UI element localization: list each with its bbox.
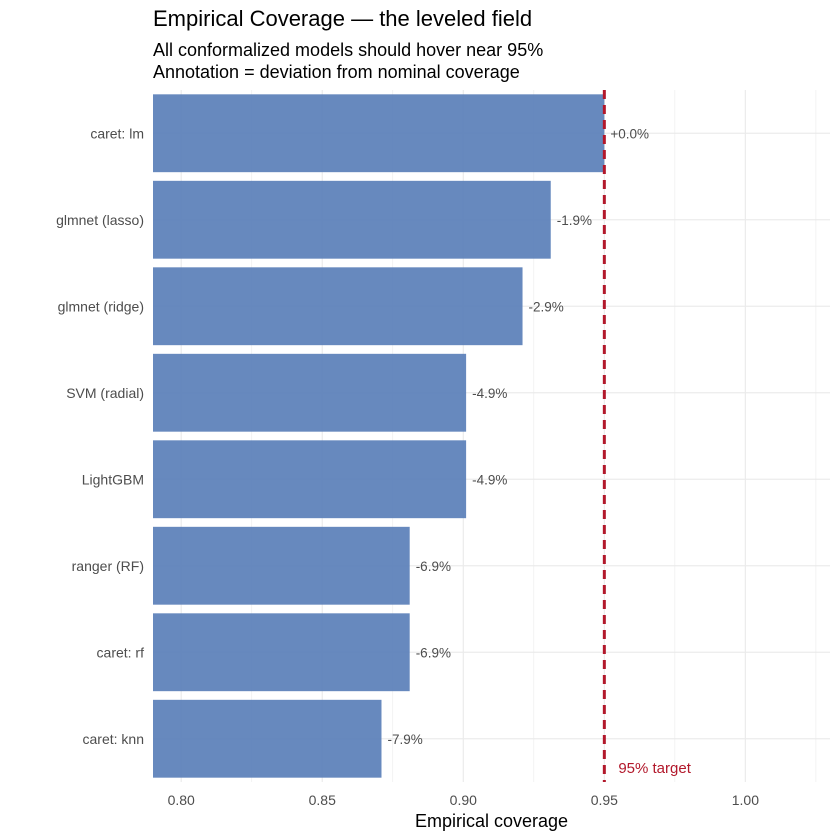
y-tick-label: ranger (RF): [72, 558, 144, 574]
chart-title: Empirical Coverage — the leveled field: [153, 6, 533, 31]
subtitle-line-2: Annotation = deviation from nominal cove…: [153, 62, 520, 82]
y-tick-label: caret: rf: [97, 644, 145, 660]
data-label: -7.9%: [387, 732, 422, 747]
bar: [153, 353, 467, 432]
data-label: -4.9%: [472, 386, 507, 401]
bar: [153, 267, 523, 346]
y-tick-label: glmnet (lasso): [56, 212, 144, 228]
y-tick-label: caret: knn: [83, 731, 144, 747]
x-tick-label: 0.85: [309, 792, 336, 808]
data-label: -6.9%: [416, 645, 451, 660]
label-layer: 0.80 0.85 0.90 0.95 1.00 caret: lm +0.0% glmnet…: [56, 125, 759, 808]
bar: [153, 94, 605, 173]
reference-label: 95% target: [618, 760, 691, 777]
bar: [153, 699, 382, 778]
chart-subtitle: All conformalized models should hover ne…: [153, 39, 543, 83]
x-tick-label: 0.95: [591, 792, 618, 808]
x-tick-label: 1.00: [732, 792, 759, 808]
y-tick-label: glmnet (ridge): [58, 298, 144, 314]
x-tick-label: 0.80: [168, 792, 195, 808]
data-label: +0.0%: [610, 126, 649, 141]
y-tick-label: SVM (radial): [66, 385, 144, 401]
bar: [153, 613, 410, 692]
data-label: -6.9%: [416, 559, 451, 574]
bar-layer: [153, 94, 605, 778]
subtitle-line-1: All conformalized models should hover ne…: [153, 40, 544, 60]
reference-layer: 95% target: [602, 90, 692, 782]
data-label: -1.9%: [557, 213, 592, 228]
bar: [153, 180, 551, 259]
data-label: -2.9%: [529, 299, 564, 314]
x-axis-title: Empirical coverage: [415, 811, 568, 831]
x-tick-label: 0.90: [450, 792, 477, 808]
y-tick-label: caret: lm: [90, 125, 144, 141]
y-tick-label: LightGBM: [82, 471, 144, 487]
bar: [153, 440, 467, 519]
bar: [153, 526, 410, 605]
data-label: -4.9%: [472, 472, 507, 487]
